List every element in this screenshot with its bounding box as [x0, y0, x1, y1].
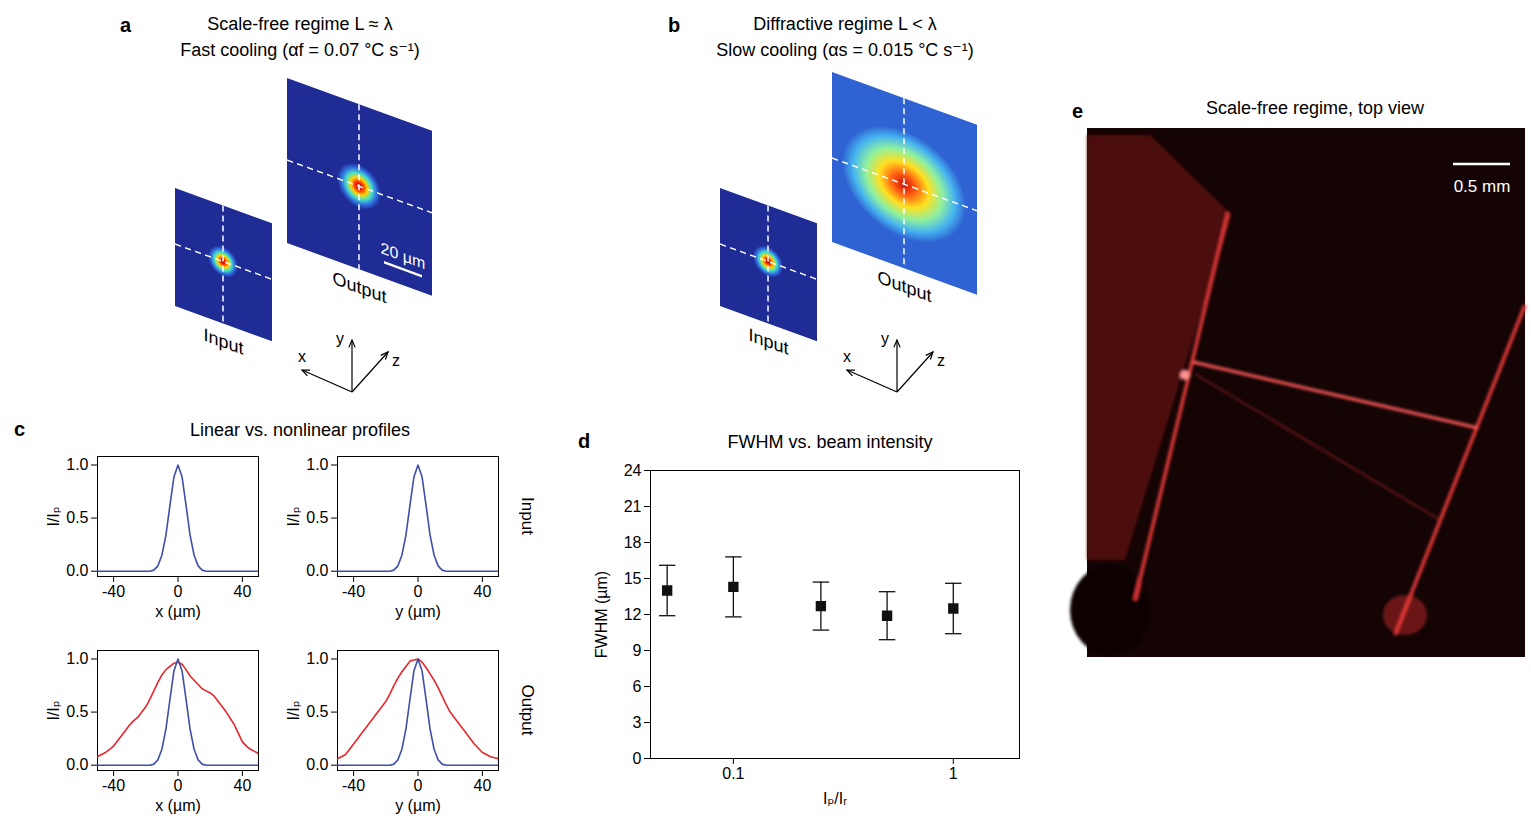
svg-text:1: 1 [949, 765, 958, 782]
svg-text:Output: Output [877, 266, 932, 306]
svg-text:Input: Input [748, 324, 789, 359]
svg-text:1.0: 1.0 [66, 456, 88, 473]
svg-text:Output: Output [332, 267, 387, 307]
svg-text:FWHM (µm): FWHM (µm) [593, 571, 610, 658]
svg-text:FWHM vs. beam intensity: FWHM vs. beam intensity [727, 432, 932, 452]
svg-text:b: b [668, 14, 680, 36]
svg-text:y: y [881, 330, 889, 347]
svg-text:0.0: 0.0 [66, 562, 88, 579]
svg-text:c: c [14, 418, 25, 440]
svg-text:0.0: 0.0 [66, 756, 88, 773]
svg-text:Iₚ/Iᵣ: Iₚ/Iᵣ [823, 790, 847, 807]
svg-text:0.5: 0.5 [66, 703, 88, 720]
svg-text:x (µm): x (µm) [155, 797, 201, 814]
svg-text:z: z [392, 352, 400, 369]
svg-text:d: d [578, 430, 590, 452]
svg-text:-40: -40 [102, 777, 125, 794]
svg-text:0.5: 0.5 [306, 509, 328, 526]
svg-text:15: 15 [624, 570, 642, 587]
svg-text:24: 24 [624, 462, 642, 479]
svg-text:40: 40 [474, 583, 492, 600]
svg-text:9: 9 [633, 642, 642, 659]
svg-text:x (µm): x (µm) [155, 603, 201, 620]
svg-text:-40: -40 [342, 583, 365, 600]
svg-text:1.0: 1.0 [306, 650, 328, 667]
svg-text:6: 6 [633, 678, 642, 695]
svg-text:a: a [120, 14, 132, 36]
svg-text:Slow cooling (αs = 0.015 °C s⁻: Slow cooling (αs = 0.015 °C s⁻¹) [716, 40, 974, 60]
svg-text:I/Iₚ: I/Iₚ [285, 700, 302, 720]
svg-text:-40: -40 [102, 583, 125, 600]
svg-text:0: 0 [174, 777, 183, 794]
svg-text:0.1: 0.1 [722, 765, 744, 782]
svg-text:40: 40 [234, 777, 252, 794]
svg-text:e: e [1072, 100, 1083, 122]
svg-text:0: 0 [174, 583, 183, 600]
svg-text:0: 0 [414, 583, 423, 600]
svg-text:0.0: 0.0 [306, 562, 328, 579]
svg-text:0: 0 [414, 777, 423, 794]
svg-text:Input: Input [518, 497, 537, 535]
svg-text:y (µm): y (µm) [395, 797, 441, 814]
svg-text:z: z [937, 352, 945, 369]
svg-text:0.0: 0.0 [306, 756, 328, 773]
svg-text:20 µm: 20 µm [381, 239, 426, 274]
svg-text:0.5: 0.5 [66, 509, 88, 526]
svg-text:I/Iₚ: I/Iₚ [45, 506, 62, 526]
svg-text:Scale-free regime L ≈ λ: Scale-free regime L ≈ λ [207, 14, 392, 34]
svg-text:1.0: 1.0 [306, 456, 328, 473]
svg-text:0.5: 0.5 [306, 703, 328, 720]
svg-text:y: y [336, 330, 344, 347]
svg-text:3: 3 [633, 714, 642, 731]
svg-text:Scale-free regime, top view: Scale-free regime, top view [1206, 98, 1425, 118]
svg-text:Linear vs. nonlinear profiles: Linear vs. nonlinear profiles [190, 420, 410, 440]
svg-text:Input: Input [203, 324, 244, 359]
svg-text:12: 12 [624, 606, 642, 623]
svg-text:Output: Output [518, 684, 537, 735]
svg-text:Diffractive regime L < λ: Diffractive regime L < λ [753, 14, 937, 34]
svg-text:40: 40 [234, 583, 252, 600]
svg-text:x: x [298, 348, 306, 365]
svg-text:y (µm): y (µm) [395, 603, 441, 620]
svg-text:I/Iₚ: I/Iₚ [45, 700, 62, 720]
svg-text:I/Iₚ: I/Iₚ [285, 506, 302, 526]
svg-text:-40: -40 [342, 777, 365, 794]
svg-text:Fast cooling (αf = 0.07 °C s⁻¹: Fast cooling (αf = 0.07 °C s⁻¹) [180, 40, 420, 60]
svg-text:18: 18 [624, 534, 642, 551]
svg-text:1.0: 1.0 [66, 650, 88, 667]
svg-text:40: 40 [474, 777, 492, 794]
svg-text:0: 0 [633, 750, 642, 767]
svg-text:x: x [843, 348, 851, 365]
svg-text:0.5 mm: 0.5 mm [1454, 177, 1511, 196]
svg-text:21: 21 [624, 498, 642, 515]
